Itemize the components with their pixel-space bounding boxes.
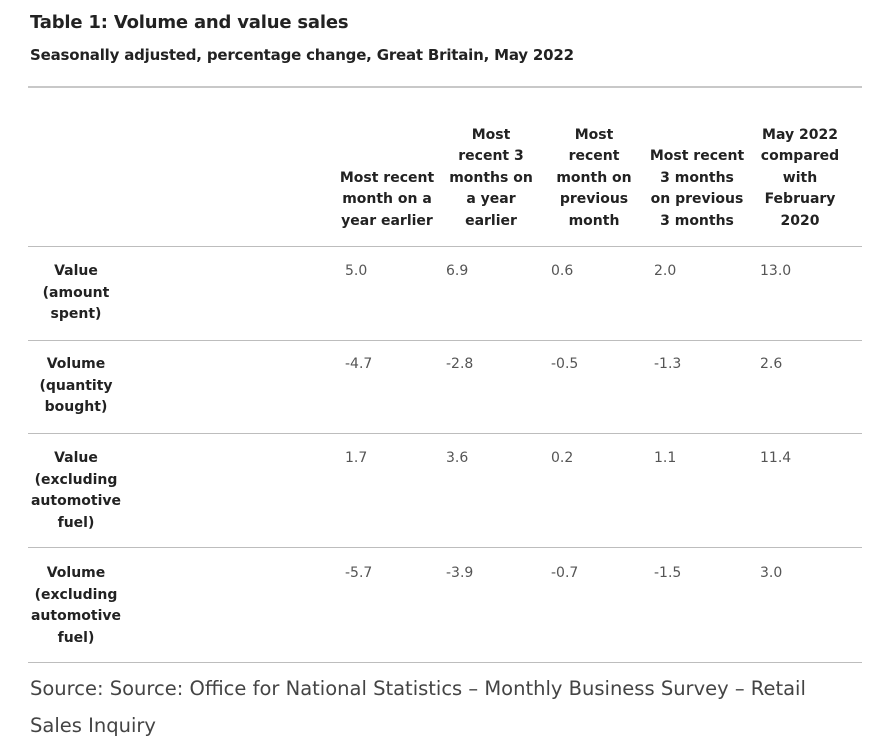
table-cell: 1.7 [345, 450, 368, 466]
header-divider [28, 246, 862, 247]
table-cell: -4.7 [345, 356, 373, 372]
table-cell: 11.4 [760, 450, 792, 466]
top-divider [28, 86, 862, 88]
table-title: Table 1: Volume and value sales [30, 12, 349, 33]
table-cell: 13.0 [760, 263, 792, 279]
column-header: Most recent 3 months on previous 3 month… [649, 148, 745, 229]
table-cell: 2.6 [760, 356, 783, 372]
table-cell: -5.7 [345, 565, 373, 581]
table-subtitle: Seasonally adjusted, percentage change, … [30, 46, 574, 64]
row-divider [28, 340, 862, 341]
table-cell: -1.5 [654, 565, 682, 581]
table-cell: 3.6 [446, 450, 469, 466]
row-divider [28, 547, 862, 548]
table-cell: 5.0 [345, 263, 368, 279]
source-note: Source: Source: Office for National Stat… [30, 677, 806, 737]
table-cell: 3.0 [760, 565, 783, 581]
table-cell: 2.0 [654, 263, 677, 279]
table-cell: -1.3 [654, 356, 682, 372]
column-header: Most recent month on previous month [556, 126, 632, 229]
row-divider [28, 433, 862, 434]
table-cell: -0.7 [551, 565, 579, 581]
table-cell: 6.9 [446, 263, 469, 279]
table-cell: -0.5 [551, 356, 579, 372]
row-label: Volume (quantity bought) [39, 356, 113, 415]
bottom-divider [28, 662, 862, 663]
column-header: Most recent 3 months on a year earlier [449, 126, 533, 229]
row-label: Value (amount spent) [42, 263, 110, 322]
table-cell: -2.8 [446, 356, 474, 372]
row-label: Value (excluding automotive fuel) [30, 450, 122, 531]
column-header: Most recent month on a year earlier [339, 169, 435, 229]
table-cell: 0.2 [551, 450, 574, 466]
table-cell: 0.6 [551, 263, 574, 279]
column-header: May 2022 compared with February 2020 [760, 126, 840, 229]
table-cell: -3.9 [446, 565, 474, 581]
row-label: Volume (excluding automotive fuel) [30, 565, 122, 646]
table-cell: 1.1 [654, 450, 677, 466]
